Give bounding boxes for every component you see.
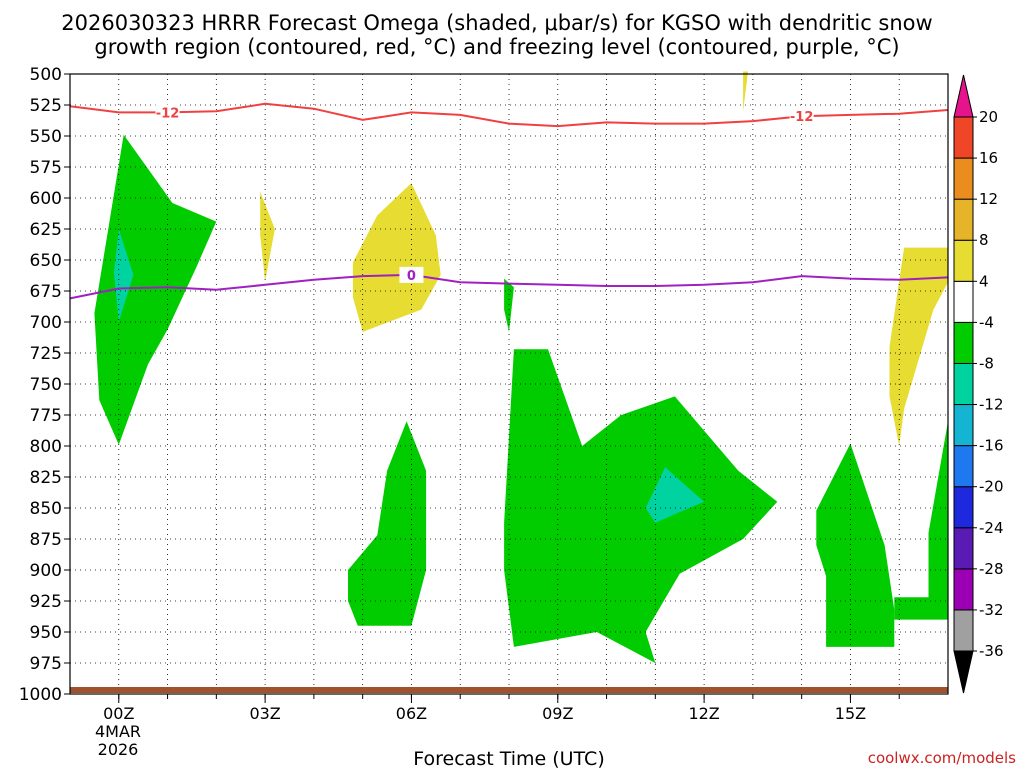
y-tick-label-600: 600 — [30, 189, 62, 209]
omega-region-0 — [94, 134, 217, 445]
colorbar-above-triangle — [953, 74, 974, 118]
y-tick-label-850: 850 — [30, 499, 62, 519]
y-tick-label-950: 950 — [30, 623, 62, 643]
colorbar-label--24: -24 — [979, 519, 1004, 537]
omega-region-6 — [348, 421, 427, 626]
y-tick-label-675: 675 — [30, 282, 62, 302]
plot-area: -12 -12 0 — [69, 71, 949, 695]
dgz-contour-minus12-label-bg-1 — [789, 108, 814, 125]
x-tick-label-12Z: 12Z — [688, 704, 719, 723]
y-tick-label-525: 525 — [30, 96, 62, 116]
x-tick-label-03Z: 03Z — [249, 704, 280, 723]
surface-strip — [70, 687, 948, 693]
colorbar-label-4: 4 — [979, 272, 989, 290]
colorbar-label--4: -4 — [979, 313, 994, 331]
y-tick-label-925: 925 — [30, 592, 62, 612]
y-tick-label-625: 625 — [30, 220, 62, 240]
colorbar-box-0 — [953, 609, 974, 652]
y-tick-label-825: 825 — [30, 468, 62, 488]
chart-title-line-1: 2026030323 HRRR Forecast Omega (shaded, … — [61, 11, 932, 35]
colorbar-label--28: -28 — [979, 560, 1004, 578]
y-axis-pressure: 500 525 550 575 600 625 650 675 700 725 750 775 800 8… — [19, 65, 70, 705]
y-tick-label-975: 975 — [30, 654, 62, 674]
colorbar-box-3 — [953, 486, 974, 529]
dotted-grid — [70, 74, 948, 694]
colorbar-label--32: -32 — [979, 601, 1004, 619]
omega-region-1 — [113, 229, 134, 322]
dgz-contour-minus12-label-bg-0 — [155, 104, 180, 121]
colorbar-box-7 — [953, 321, 974, 364]
y-tick-label-500: 500 — [30, 65, 62, 85]
omega-region-7 — [504, 349, 778, 663]
colorbar-box-2 — [953, 527, 974, 570]
y-tick-label-900: 900 — [30, 561, 62, 581]
x-date-label-year: 2026 — [98, 740, 139, 759]
colorbar-box-9 — [953, 239, 974, 282]
colorbar-label-20: 20 — [979, 108, 998, 126]
y-tick-label-875: 875 — [30, 530, 62, 550]
x-axis-time: 00Z 03Z 06Z 09Z 12Z 15Z — [103, 694, 900, 723]
colorbar-box-12 — [953, 116, 974, 159]
x-date-label-month: 4MAR — [95, 722, 141, 741]
y-tick-label-750: 750 — [30, 375, 62, 395]
contour-lines: -12 -12 0 — [69, 102, 949, 300]
colorbar-label--12: -12 — [979, 396, 1004, 414]
colorbar-box-6 — [953, 362, 974, 406]
x-tick-label-15Z: 15Z — [835, 704, 866, 723]
omega-region-5 — [504, 278, 514, 332]
x-axis-label: Forecast Time (UTC) — [413, 748, 604, 768]
y-tick-label-1000: 1000 — [19, 685, 62, 705]
y-tick-label-725: 725 — [30, 344, 62, 364]
colorbar-box-4 — [953, 445, 974, 488]
omega-region-11 — [889, 247, 948, 446]
x-tick-label-09Z: 09Z — [542, 704, 573, 723]
colorbar-box-10 — [953, 198, 974, 241]
x-tick-label-06Z: 06Z — [396, 704, 427, 723]
y-tick-label-775: 775 — [30, 406, 62, 426]
colorbar-label-12: 12 — [979, 190, 998, 208]
colorbar-label-8: 8 — [979, 231, 989, 249]
omega-region-9 — [816, 443, 895, 647]
colorbar-box-8 — [953, 280, 974, 323]
colorbar-label--16: -16 — [979, 437, 1004, 455]
y-tick-label-700: 700 — [30, 313, 62, 333]
colorbar-box-1 — [953, 568, 974, 611]
omega-shaded-regions — [94, 71, 948, 663]
colorbar-label-16: 16 — [979, 149, 998, 167]
colorbar-box-11 — [953, 157, 974, 200]
credit-label: coolwx.com/models — [868, 749, 1016, 767]
omega-region-10 — [894, 421, 948, 620]
omega-region-8 — [645, 467, 705, 523]
colorbar-label--36: -36 — [979, 642, 1004, 660]
y-tick-label-550: 550 — [30, 127, 62, 147]
omega-region-3 — [352, 183, 441, 332]
x-tick-label-00Z: 00Z — [103, 704, 134, 723]
colorbar-below-triangle — [953, 650, 974, 694]
y-tick-label-800: 800 — [30, 437, 62, 457]
freezing-level-contour-label-0: 0 — [407, 269, 416, 284]
colorbar-label--20: -20 — [979, 478, 1004, 496]
y-tick-label-575: 575 — [30, 158, 62, 178]
omega-region-2 — [260, 191, 275, 282]
dgz-contour-minus12-label-0: -12 — [156, 106, 180, 121]
omega-region-4 — [743, 71, 748, 112]
colorbar-label--8: -8 — [979, 354, 994, 372]
freezing-level-contour-line — [69, 273, 949, 300]
y-tick-label-650: 650 — [30, 251, 62, 271]
omega-colorbar: -36 -32 -28 -24 -20 -16 -12 -8 -4 4 8 12 16 20 — [953, 74, 1004, 694]
chart-title-line-2: growth region (contoured, red, °C) and f… — [94, 35, 899, 59]
dgz-contour-minus12-label-1: -12 — [790, 110, 814, 125]
colorbar-box-5 — [953, 404, 974, 447]
freezing-level-contour-label-bg-0 — [399, 266, 424, 283]
